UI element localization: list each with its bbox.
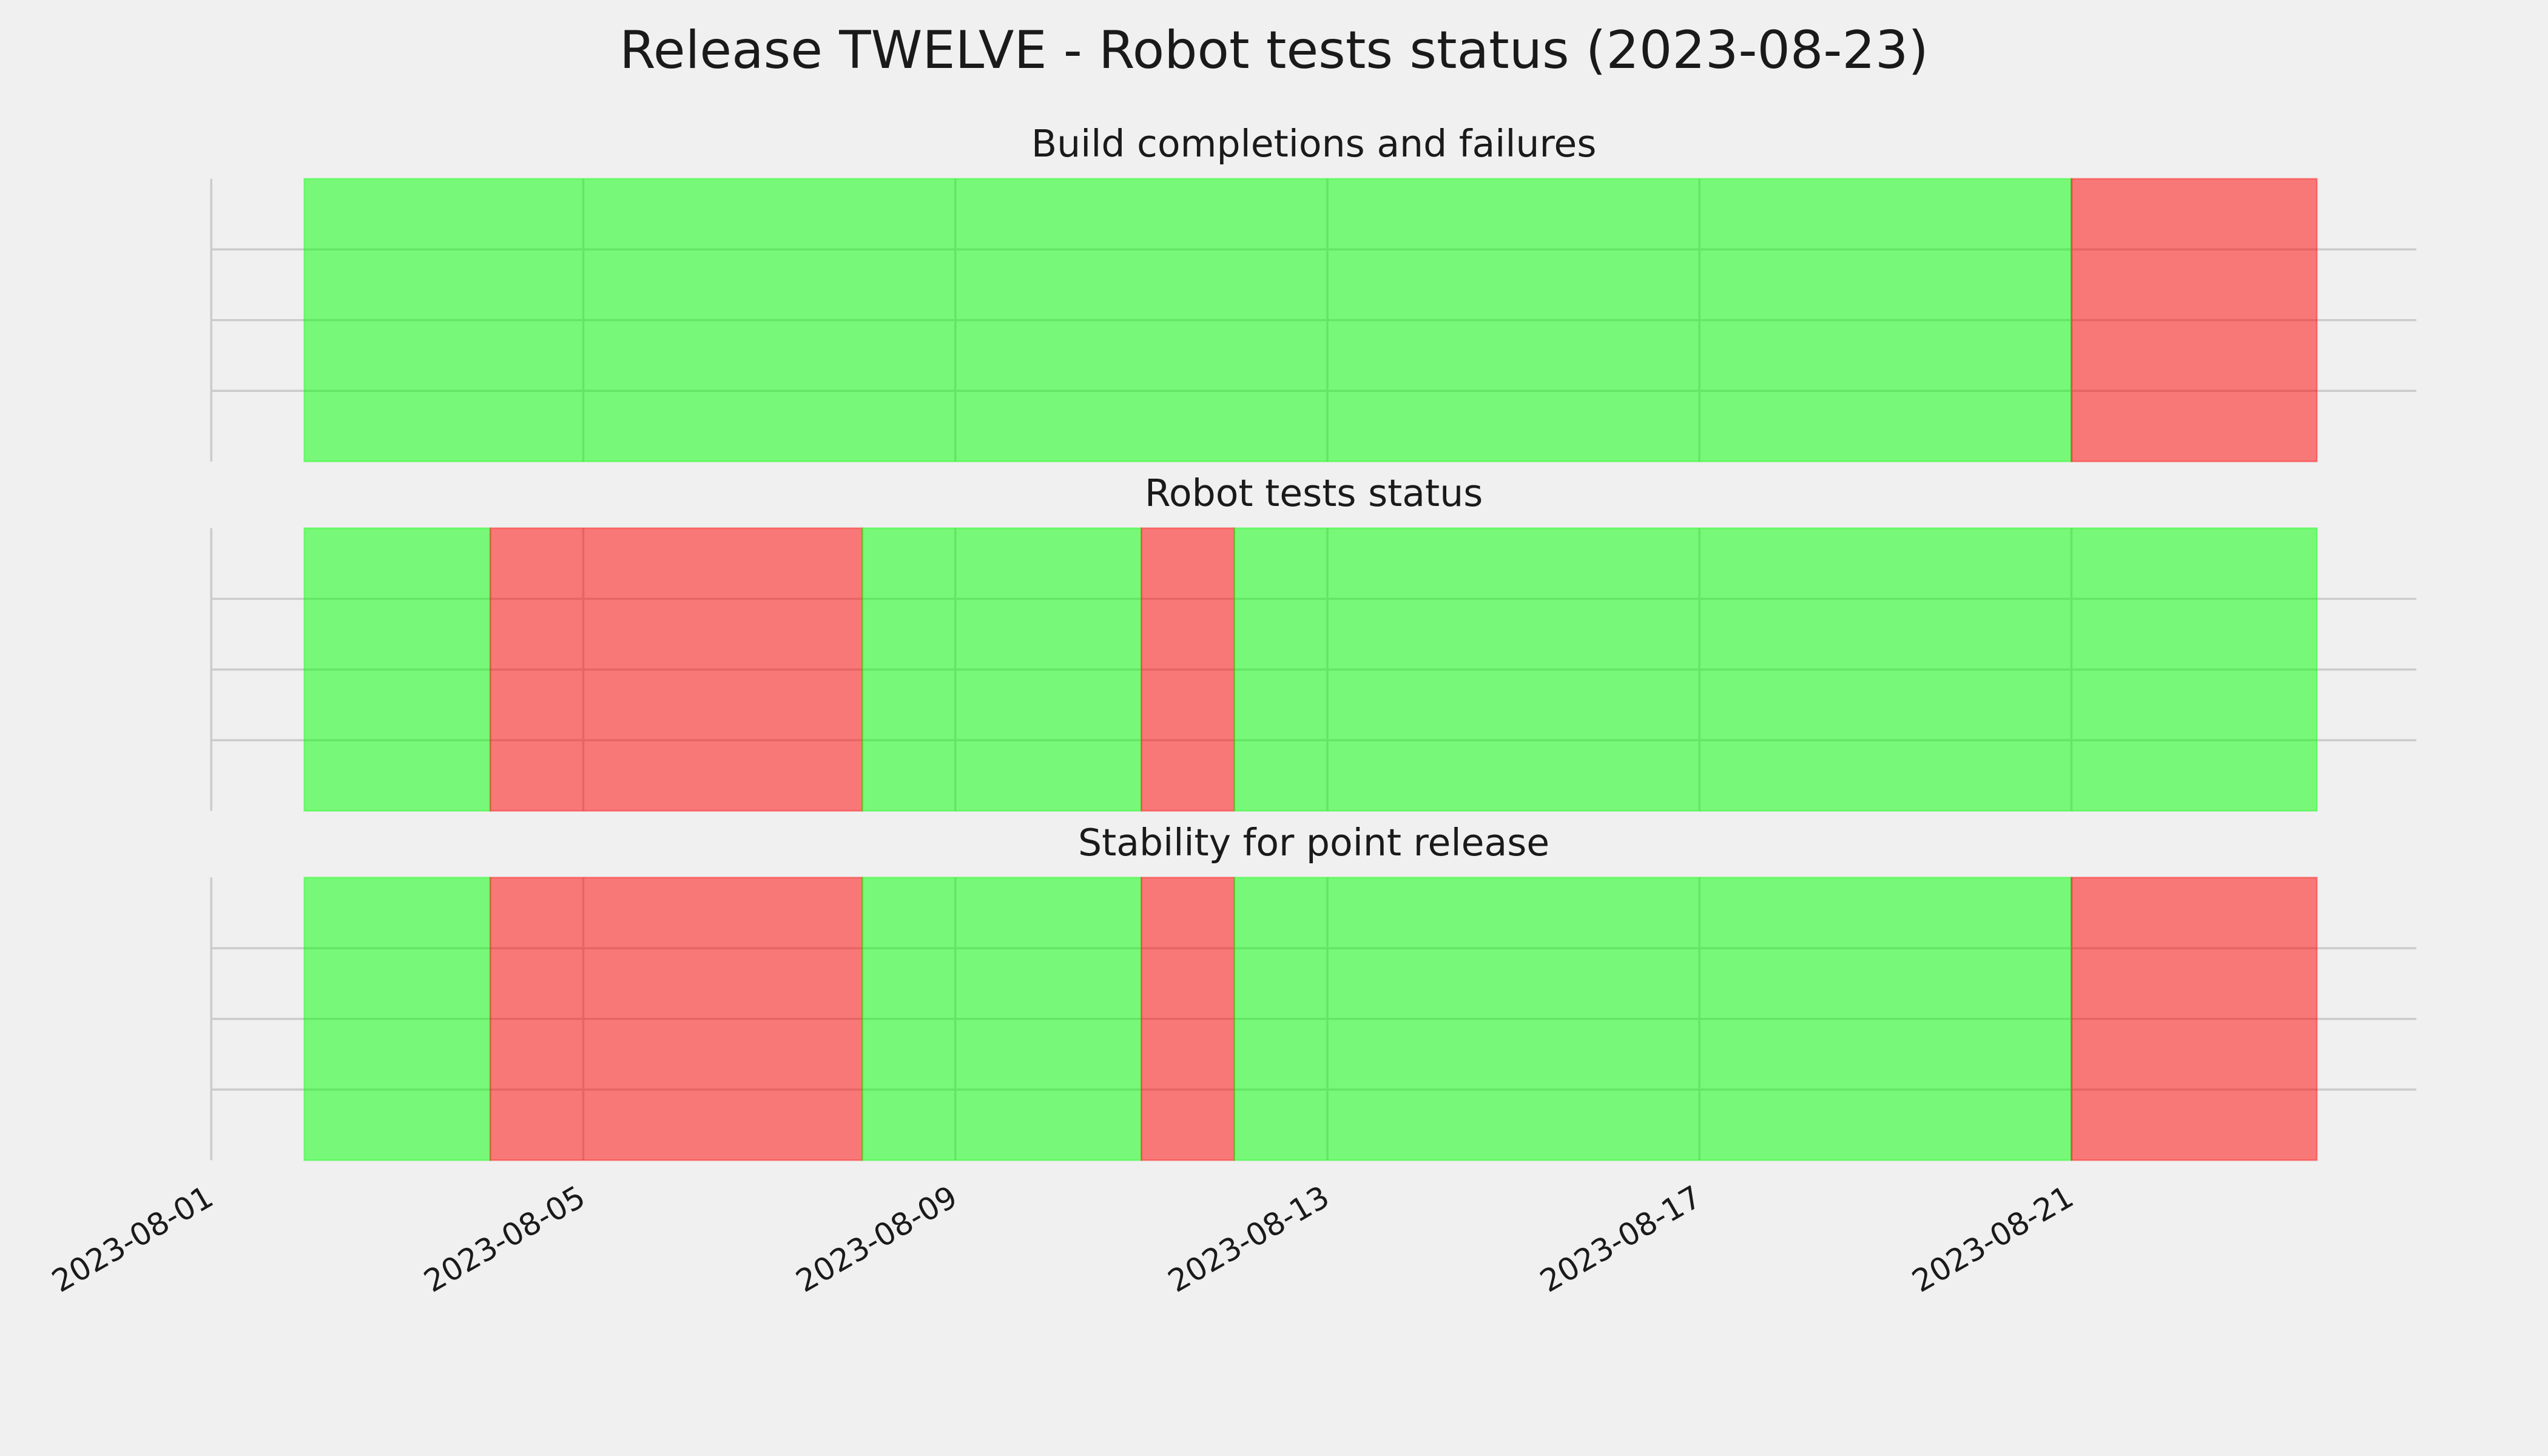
status-span [1141, 527, 1236, 812]
status-span [861, 877, 1142, 1161]
status-span [489, 527, 863, 812]
status-span [303, 527, 491, 812]
panel-title: Robot tests status [1145, 471, 1483, 515]
status-span [2071, 877, 2318, 1161]
status-span [1233, 877, 2072, 1161]
status-span [1233, 527, 2318, 812]
panel-title: Stability for point release [1078, 821, 1549, 864]
status-span [2071, 178, 2318, 463]
status-span [1141, 877, 1236, 1161]
status-span [303, 877, 491, 1161]
chart-title: Release TWELVE - Robot tests status (202… [619, 20, 1929, 81]
status-span [489, 877, 863, 1161]
status-span [303, 178, 2072, 463]
panel-title: Build completions and failures [1031, 122, 1597, 166]
status-span [861, 527, 1142, 812]
